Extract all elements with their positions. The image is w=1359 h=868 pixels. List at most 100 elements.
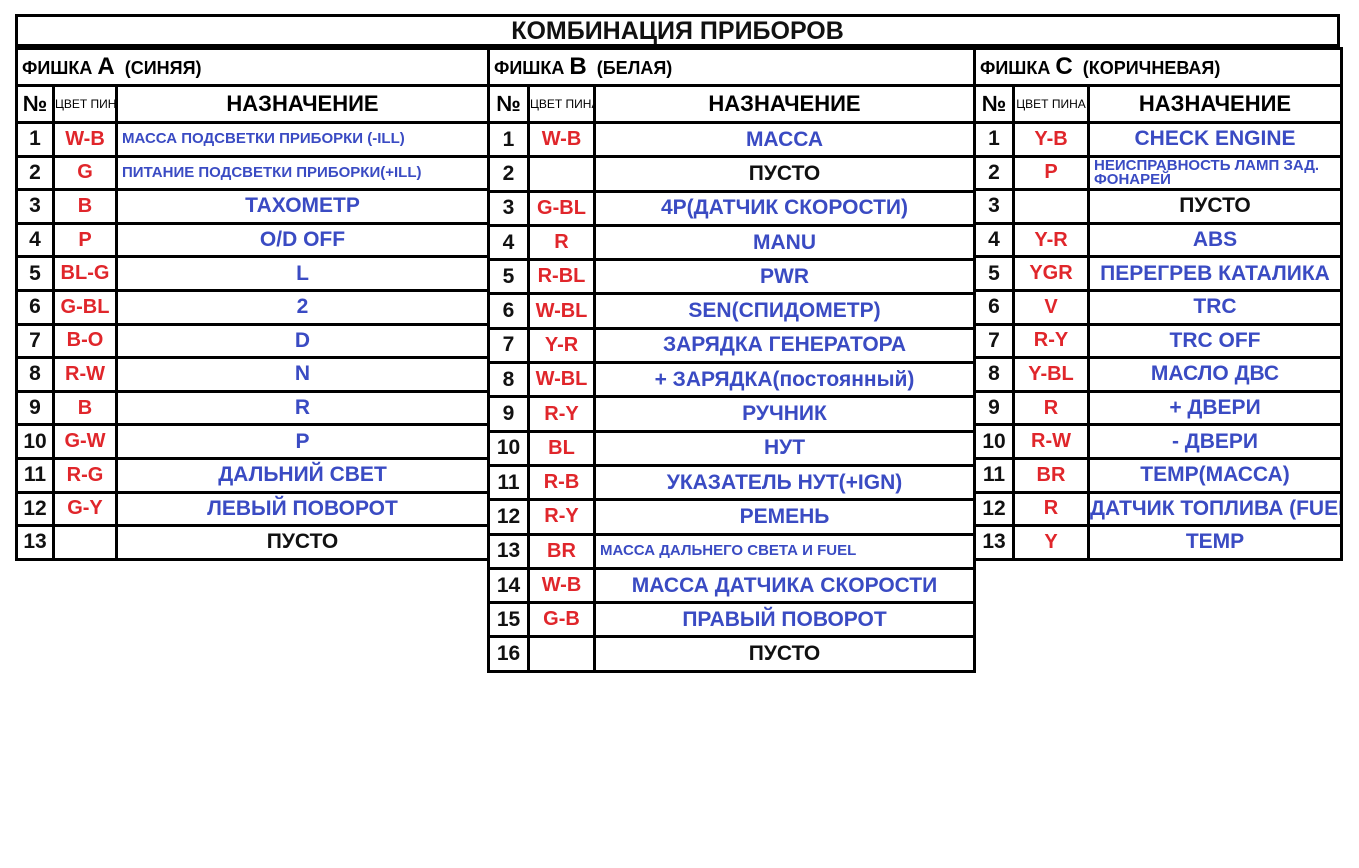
pin-color: R-B <box>527 463 596 502</box>
pin-number: 6 <box>15 288 55 326</box>
pin-color <box>1012 188 1090 225</box>
pin-purpose: L <box>115 255 490 292</box>
table-row: 12 R ДАТЧИК ТОПЛИВА (FUEL) <box>973 490 1343 528</box>
pin-color: Y-R <box>1012 221 1090 259</box>
connector-label: ФИШКА <box>22 58 93 78</box>
pin-purpose: ПРАВЫЙ ПОВОРОТ <box>593 601 976 639</box>
pin-purpose: PWR <box>593 258 976 296</box>
pin-number: 16 <box>487 635 530 673</box>
pin-number: 5 <box>487 258 530 296</box>
table-row: 11 R-G ДАЛЬНИЙ СВЕТ <box>15 456 490 494</box>
pin-color: R <box>527 223 596 262</box>
table-row: 3 ПУСТО <box>973 188 1343 225</box>
table-row: 2 G ПИТАНИЕ ПОДСВЕТКИ ПРИБОРКИ(+ILL) <box>15 154 490 192</box>
pin-color: W-BL <box>527 361 596 399</box>
pin-number: 13 <box>15 524 55 561</box>
table-row: 9 B R <box>15 389 490 427</box>
pin-purpose: R <box>115 389 490 427</box>
pin-purpose: CHECK ENGINE <box>1087 121 1343 158</box>
pin-color: BL <box>527 429 596 467</box>
pin-purpose: + ДВЕРИ <box>1087 389 1343 427</box>
column-header-color: ЦВЕТ ПИНА <box>1012 84 1090 124</box>
table-row: 3 G-BL 4Р(ДАТЧИК СКОРОСТИ) <box>487 189 976 227</box>
pin-purpose: ЗАРЯДКА ГЕНЕРАТОРА <box>593 326 976 365</box>
table-row: 13 Y TEMP <box>973 524 1343 561</box>
pin-number: 10 <box>15 423 55 460</box>
table-row: 8 Y-BL МАСЛО ДВС <box>973 356 1343 393</box>
pin-purpose: НУТ <box>593 429 976 467</box>
pin-purpose: МАССА ДАТЧИКА СКОРОСТИ <box>593 566 976 605</box>
pin-color: V <box>1012 288 1090 326</box>
pin-number: 7 <box>973 322 1015 360</box>
pin-purpose: TEMP(МАССА) <box>1087 456 1343 494</box>
column-header-purpose: НАЗНАЧЕНИЕ <box>1087 84 1343 124</box>
pin-color <box>52 524 118 561</box>
table-row: 13 BR МАССА ДАЛЬНЕГО СВЕТА И FUEL <box>487 532 976 570</box>
pin-purpose: ЛЕВЫЙ ПОВОРОТ <box>115 490 490 528</box>
pin-purpose: - ДВЕРИ <box>1087 423 1343 460</box>
table-row: 7 R-Y TRC OFF <box>973 322 1343 360</box>
pin-number: 5 <box>973 255 1015 292</box>
pin-color: BL-G <box>52 255 118 292</box>
connector-subtitle: (СИНЯЯ) <box>124 58 202 78</box>
table-row: 9 R + ДВЕРИ <box>973 389 1343 427</box>
pin-color: R-Y <box>527 498 596 536</box>
pin-number: 5 <box>15 255 55 292</box>
pin-purpose: SEN(СПИДОМЕТР) <box>593 292 976 330</box>
table-row: 10 G-W P <box>15 423 490 460</box>
table-row: 5 BL-G L <box>15 255 490 292</box>
pin-number: 1 <box>973 121 1015 158</box>
pin-number: 8 <box>15 356 55 393</box>
pin-number: 12 <box>973 490 1015 528</box>
table-row: 7 Y-R ЗАРЯДКА ГЕНЕРАТОРА <box>487 326 976 365</box>
table-row: 10 R-W - ДВЕРИ <box>973 423 1343 460</box>
pin-color: W-B <box>527 120 596 159</box>
pin-color: R-Y <box>527 395 596 433</box>
column-header-no: № <box>973 84 1015 124</box>
pin-color: R <box>1012 389 1090 427</box>
pin-number: 11 <box>15 456 55 494</box>
column-header-no: № <box>487 84 530 124</box>
pin-color: W-B <box>527 566 596 605</box>
pin-number: 7 <box>15 322 55 360</box>
pin-number: 10 <box>487 429 530 467</box>
column-header-color: ЦВЕТ ПИНА <box>527 84 596 124</box>
pin-purpose: ДАТЧИК ТОПЛИВА (FUEL) <box>1087 490 1343 528</box>
pin-color: P <box>1012 154 1090 192</box>
pin-purpose: 4Р(ДАТЧИК СКОРОСТИ) <box>593 189 976 227</box>
pin-color: P <box>52 221 118 259</box>
table-row: 11 R-B УКАЗАТЕЛЬ НУТ(+IGN) <box>487 463 976 502</box>
pin-number: 12 <box>487 498 530 536</box>
connector-b-table: ФИШКА B (БЕЛАЯ) № ЦВЕТ ПИНА НАЗНАЧЕНИЕ 1 … <box>487 47 976 673</box>
table-row: 12 R-Y РЕМЕНЬ <box>487 498 976 536</box>
pin-purpose: РУЧНИК <box>593 395 976 433</box>
table-row: 7 B-O D <box>15 322 490 360</box>
document-title: КОМБИНАЦИЯ ПРИБОРОВ <box>15 14 1340 47</box>
pin-number: 4 <box>487 223 530 262</box>
connector-letter: B <box>569 53 587 80</box>
table-row: 9 R-Y РУЧНИК <box>487 395 976 433</box>
pin-color: BR <box>1012 456 1090 494</box>
table-row: 12 G-Y ЛЕВЫЙ ПОВОРОТ <box>15 490 490 528</box>
pin-purpose: МАССА ПОДСВЕТКИ ПРИБОРКИ (-ILL) <box>115 121 490 158</box>
pin-number: 2 <box>973 154 1015 192</box>
pin-number: 4 <box>15 221 55 259</box>
pin-number: 9 <box>487 395 530 433</box>
pin-purpose: НЕИСПРАВНОСТЬ ЛАМП ЗАД. ФОНАРЕЙ <box>1087 154 1343 192</box>
pin-number: 1 <box>15 121 55 158</box>
pin-color: B <box>52 389 118 427</box>
pin-color: YGR <box>1012 255 1090 292</box>
pin-number: 3 <box>15 188 55 225</box>
pin-purpose: ДАЛЬНИЙ СВЕТ <box>115 456 490 494</box>
connector-letter: A <box>97 53 115 80</box>
table-row: 5 YGR ПЕРЕГРЕВ КАТАЛИКА <box>973 255 1343 292</box>
pin-number: 8 <box>487 361 530 399</box>
pin-purpose: ПУСТО <box>115 524 490 561</box>
table-row: 11 BR TEMP(МАССА) <box>973 456 1343 494</box>
table-row: 5 R-BL PWR <box>487 258 976 296</box>
pin-color: R-BL <box>527 258 596 296</box>
pin-purpose: P <box>115 423 490 460</box>
pin-color: R-G <box>52 456 118 494</box>
table-row: 8 R-W N <box>15 356 490 393</box>
pin-number: 11 <box>973 456 1015 494</box>
